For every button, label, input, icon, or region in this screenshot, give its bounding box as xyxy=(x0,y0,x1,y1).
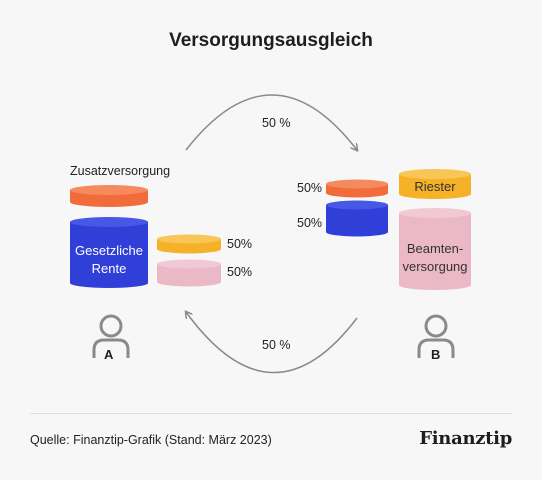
zusatzversorgung-label: Zusatzversorgung xyxy=(70,164,171,178)
source-note: Quelle: Finanztip-Grafik (Stand: März 20… xyxy=(30,433,272,447)
share-a-2-label: 50% xyxy=(227,265,253,279)
beamtenversorgung-cylinder xyxy=(399,208,471,290)
person-b-icon xyxy=(417,314,455,358)
beamtenversorgung-label: Beamten- versorgung xyxy=(402,241,468,274)
share-b-2-label: 50% xyxy=(297,216,323,230)
share-yellow-a-cylinder xyxy=(157,234,221,254)
share-a-1-label: 50% xyxy=(227,237,253,251)
zusatzversorgung-cylinder xyxy=(70,185,148,207)
riester-cylinder xyxy=(399,169,471,199)
page-title: Versorgungsausgleich xyxy=(169,30,373,51)
gesetzliche-rente-cylinder xyxy=(70,217,148,288)
person-a-icon xyxy=(92,314,130,358)
arrow-bottom-label: 50 % xyxy=(262,338,291,352)
share-orange-b-cylinder xyxy=(326,179,388,198)
footer-divider xyxy=(30,413,512,414)
person-a-letter: A xyxy=(104,347,114,362)
share-blue-b-cylinder xyxy=(326,200,388,237)
share-b-1-label: 50% xyxy=(297,181,323,195)
arrow-bottom xyxy=(186,312,358,374)
finanztip-logo: Finanztip xyxy=(419,428,512,449)
arrow-top-label: 50 % xyxy=(262,116,291,130)
person-b-letter: B xyxy=(431,347,441,362)
riester-label: Riester xyxy=(414,179,456,194)
share-pink-a-cylinder xyxy=(157,259,221,287)
arrow-top xyxy=(185,94,357,150)
gesetzliche-rente-label: Gesetzliche Rente xyxy=(75,243,143,276)
